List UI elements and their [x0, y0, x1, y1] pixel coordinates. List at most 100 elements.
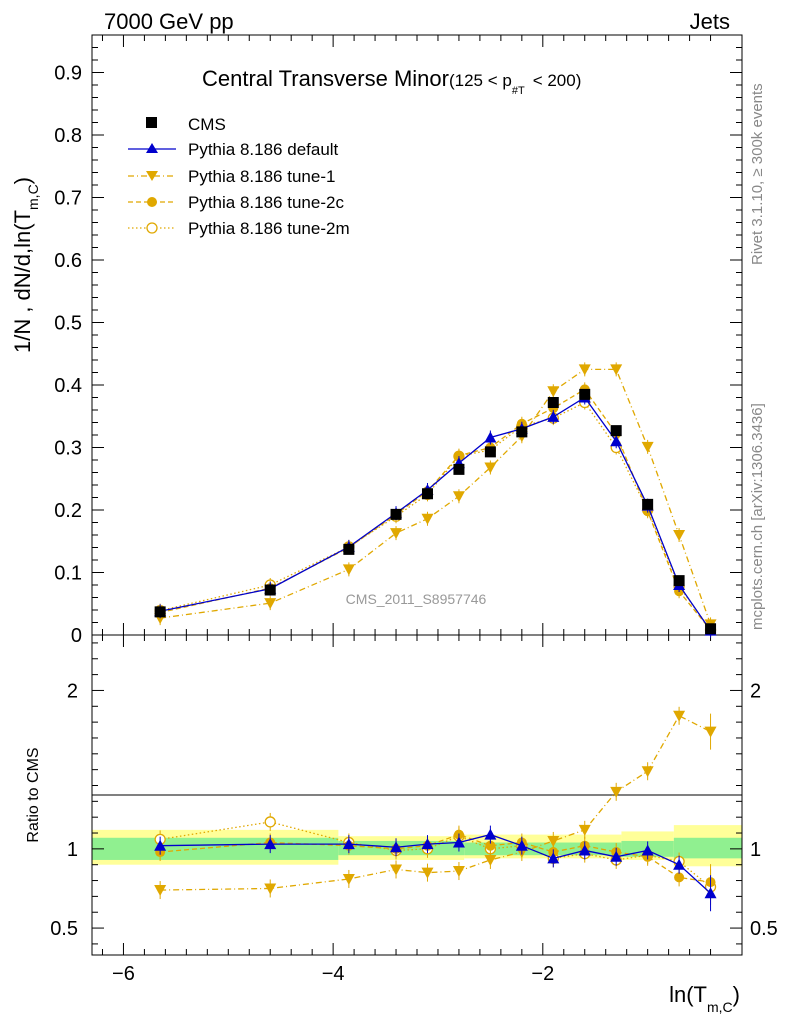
legend-marker-tune-2c	[147, 197, 157, 207]
ratio-point-pythia-8-186-default	[154, 839, 167, 851]
point-cms	[453, 463, 465, 475]
chart-title-cut-sub: #T	[512, 85, 525, 97]
y-axis-title: 1/N , dN/d,ln(Tm,C)	[10, 177, 41, 353]
legend-label-tune-2m: Pythia 8.186 tune-2m	[188, 219, 350, 238]
x-tick-label: −4	[322, 963, 345, 985]
ratio-point-pythia-8-186-default	[452, 836, 465, 848]
point-cms	[579, 388, 591, 400]
point-pythia-8-186-default	[610, 435, 623, 447]
x-axis-title-sub: m,C	[707, 999, 733, 1015]
ratio-y-tick-label: 1	[67, 839, 78, 861]
ratio-point-pythia-8-186-default	[421, 838, 434, 850]
legend-label-default: Pythia 8.186 default	[188, 140, 339, 159]
legend-marker-tune-1	[146, 171, 158, 181]
ratio-point-pythia-8-186-tune-1	[704, 726, 717, 738]
y-tick-label: 0.3	[54, 438, 82, 460]
series-line-pythia-8-186-tune-1	[160, 368, 712, 625]
y-tick-label: 0.4	[54, 375, 82, 397]
point-cms	[547, 397, 559, 408]
band-inner-segment	[92, 837, 339, 860]
legend-marker-tune-2m	[146, 222, 158, 234]
point-cms	[673, 575, 685, 587]
ratio-point-pythia-8-186-default	[390, 841, 403, 853]
ratio-point-pythia-8-186-default	[704, 887, 717, 899]
legend-marker-default	[146, 143, 158, 153]
ratio-point-pythia-8-186-tune-1	[421, 867, 434, 879]
rivet-version-label: Rivet 3.1.10, ≥ 300k events	[749, 83, 766, 265]
mcplots-reference-label: mcplots.cern.ch [arXiv:1306.3436]	[749, 403, 766, 630]
ratio-point-pythia-8-186-default	[547, 852, 560, 864]
ratio-point-pythia-8-186-tune-1	[264, 883, 277, 895]
tick-labels: −6 −4 −2 0 0.1 0.2 0.3 0.4 0.5 0.6 0.7 0.8 0.9 0.5 0.5…	[50, 63, 778, 986]
y-axis-title-end: )	[10, 177, 35, 184]
ratio-point-pythia-8-186-tune-1	[578, 824, 591, 836]
ratio-point-pythia-8-186-tune-1	[641, 766, 654, 778]
y-axis-title-main: 1/N , dN/d,ln(T	[10, 210, 35, 353]
ratio-point-pythia-8-186-tune-1	[610, 786, 623, 798]
point-cms	[642, 498, 654, 510]
data-series	[154, 362, 717, 912]
y-tick-label: 0.5	[54, 313, 82, 335]
legend-label-tune-1: Pythia 8.186 tune-1	[188, 167, 335, 186]
y-tick-label: 0.6	[54, 250, 82, 272]
legend: CMS Pythia 8.186 default Pythia 8.186 tu…	[128, 115, 350, 238]
point-pythia-8-186-tune-1	[673, 530, 686, 541]
chart-title-main: Central Transverse Minor	[202, 66, 449, 91]
point-cms	[421, 488, 433, 500]
x-axis-title-main: ln(T	[669, 982, 707, 1007]
point-pythia-8-186-tune-1	[264, 598, 277, 610]
jets-label: Jets	[690, 9, 730, 34]
ratio-line-pythia-8-186-tune-2c	[160, 833, 711, 883]
legend-marker-cms	[146, 117, 157, 128]
point-pythia-8-186-default	[484, 431, 497, 443]
ratio-point-pythia-8-186-tune-1	[673, 710, 686, 722]
point-cms	[390, 508, 402, 520]
ratio-point-pythia-8-186-tune-1	[452, 866, 465, 878]
point-cms	[264, 584, 276, 596]
ratio-point-pythia-8-186-tune-1	[342, 873, 355, 885]
ratio-point-pythia-8-186-tune-2m	[264, 816, 276, 828]
point-cms	[705, 623, 717, 635]
ratio-point-pythia-8-186-tune-1	[547, 835, 560, 847]
legend-label-tune-2c: Pythia 8.186 tune-2c	[188, 193, 344, 212]
point-pythia-8-186-tune-1	[641, 441, 654, 453]
ratio-point-pythia-8-186-default	[673, 858, 686, 870]
analysis-watermark: CMS_2011_S8957746	[346, 591, 487, 607]
point-cms	[154, 606, 166, 618]
point-cms	[484, 446, 496, 458]
y-tick-label: 0	[71, 625, 82, 647]
point-pythia-8-186-tune-2c	[453, 450, 464, 461]
band-inner-segment	[673, 837, 742, 859]
ratio-y-tick-label-right: 2	[750, 680, 761, 702]
point-pythia-8-186-tune-1	[610, 364, 623, 376]
point-pythia-8-186-default	[547, 410, 560, 422]
y-tick-label: 0.9	[54, 63, 82, 85]
collision-energy-label: 7000 GeV pp	[104, 9, 234, 34]
ratio-y-tick-label: 0.5	[50, 918, 78, 940]
point-cms	[610, 425, 622, 437]
ratio-point-pythia-8-186-tune-1	[390, 864, 403, 876]
chart-title: Central Transverse Minor(125 < p#T < 200)	[202, 66, 581, 97]
y-tick-label: 0.1	[54, 563, 82, 585]
point-pythia-8-186-tune-1	[421, 513, 434, 525]
ratio-point-pythia-8-186-tune-1	[154, 885, 167, 897]
y-tick-label: 0.7	[54, 188, 82, 210]
x-axis-title: ln(Tm,C)	[669, 982, 740, 1015]
ratio-point-pythia-8-186-default	[578, 844, 591, 856]
point-cms	[516, 426, 528, 438]
y-tick-label: 0.8	[54, 125, 82, 147]
point-pythia-8-186-tune-1	[342, 564, 355, 576]
y-tick-label: 0.2	[54, 500, 82, 522]
ratio-line-pythia-8-186-tune-2m	[160, 821, 711, 888]
ratio-point-pythia-8-186-tune-2c	[674, 872, 685, 883]
x-tick-label: −6	[112, 963, 135, 985]
chart-title-cut-end: < 200)	[533, 71, 582, 90]
x-tick-label: −2	[531, 963, 554, 985]
series-line-pythia-8-186-default	[160, 396, 712, 631]
x-axis-title-end: )	[733, 982, 740, 1007]
ratio-point-pythia-8-186-default	[342, 838, 355, 850]
ratio-point-pythia-8-186-default	[484, 828, 497, 840]
y-axis-title-sub: m,C	[25, 184, 41, 210]
legend-label-cms: CMS	[188, 115, 226, 134]
